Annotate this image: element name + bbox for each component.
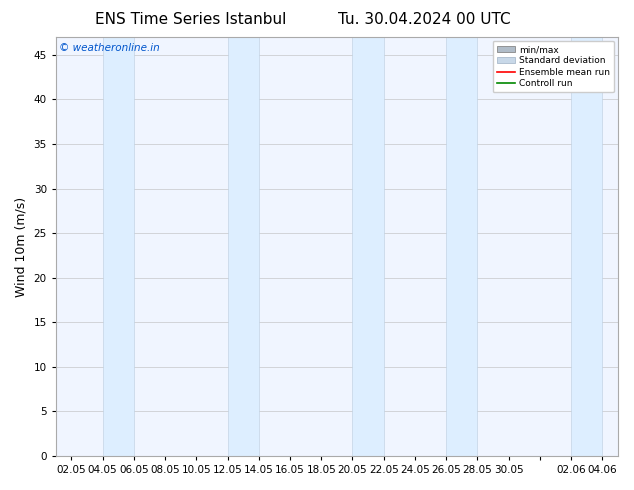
Y-axis label: Wind 10m (m/s): Wind 10m (m/s): [15, 196, 28, 296]
Text: ENS Time Series Istanbul: ENS Time Series Istanbul: [94, 12, 286, 27]
Text: © weatheronline.in: © weatheronline.in: [58, 43, 159, 53]
Bar: [446, 37, 477, 456]
Bar: [103, 37, 134, 456]
Bar: [571, 37, 602, 456]
Bar: [353, 37, 384, 456]
Text: Tu. 30.04.2024 00 UTC: Tu. 30.04.2024 00 UTC: [339, 12, 511, 27]
Bar: [228, 37, 259, 456]
Legend: min/max, Standard deviation, Ensemble mean run, Controll run: min/max, Standard deviation, Ensemble me…: [493, 41, 614, 93]
